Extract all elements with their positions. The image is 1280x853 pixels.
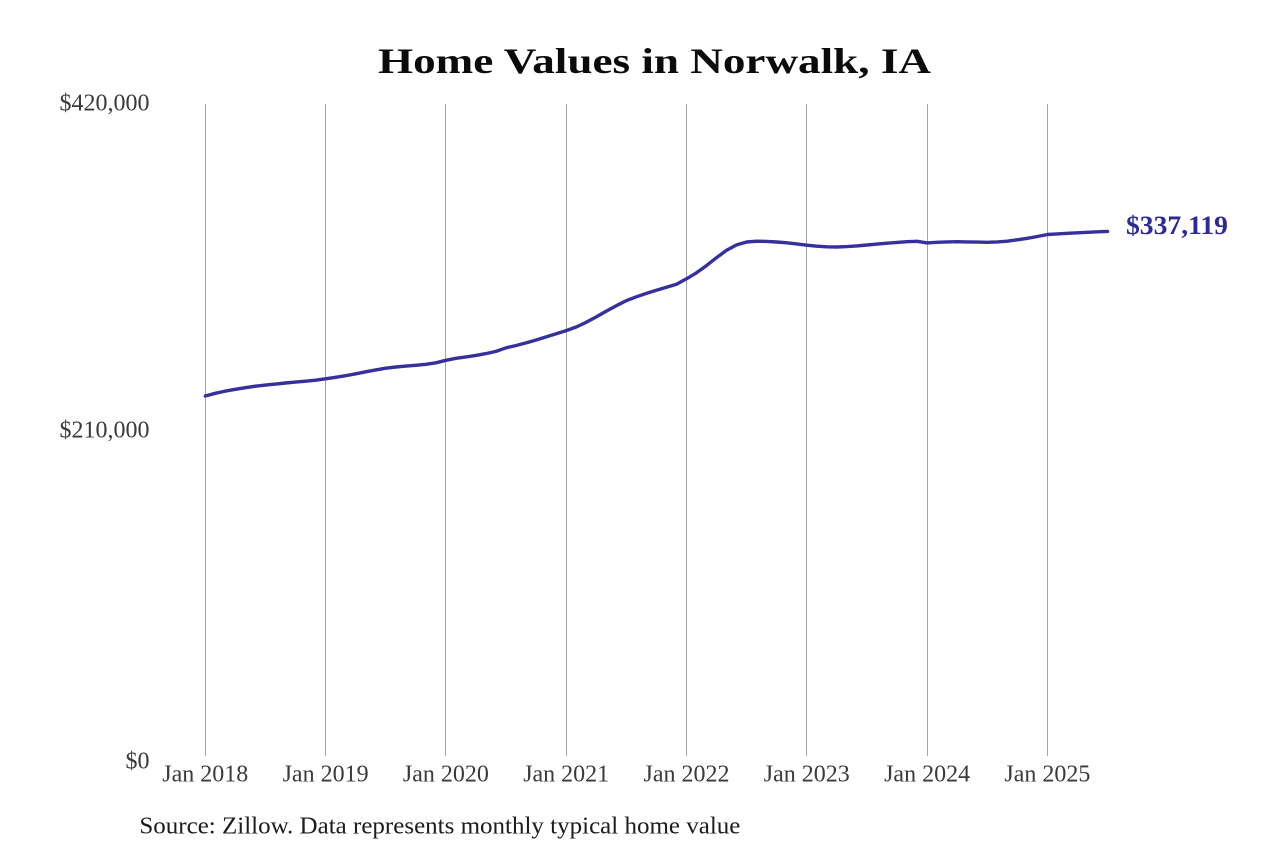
svg-text:Jan 2023: Jan 2023 — [764, 762, 850, 788]
svg-text:Jan 2025: Jan 2025 — [1004, 762, 1090, 788]
svg-text:$337,119: $337,119 — [1126, 211, 1228, 240]
svg-text:Jan 2021: Jan 2021 — [523, 762, 609, 788]
svg-text:Jan 2019: Jan 2019 — [283, 762, 369, 788]
svg-text:Jan 2024: Jan 2024 — [884, 762, 970, 788]
svg-text:Home Values in Norwalk, IA: Home Values in Norwalk, IA — [378, 41, 931, 81]
svg-text:Jan 2018: Jan 2018 — [162, 762, 248, 788]
svg-text:Source: Zillow. Data represent: Source: Zillow. Data represents monthly … — [139, 814, 740, 840]
svg-text:Jan 2020: Jan 2020 — [403, 762, 489, 788]
svg-text:$210,000: $210,000 — [60, 418, 150, 444]
svg-text:Jan 2022: Jan 2022 — [644, 762, 730, 788]
svg-text:$0: $0 — [126, 749, 150, 775]
svg-text:$420,000: $420,000 — [60, 91, 150, 117]
